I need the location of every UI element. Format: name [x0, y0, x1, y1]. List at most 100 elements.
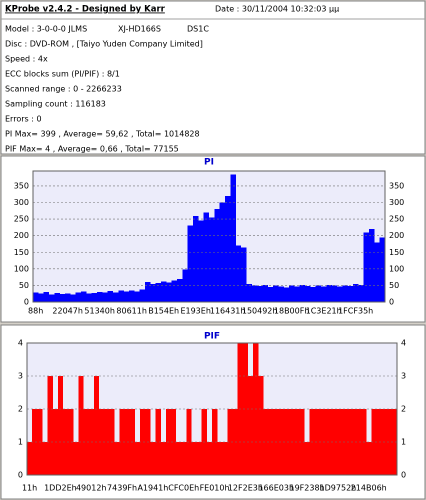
- bar: [32, 409, 38, 475]
- bar: [187, 225, 194, 302]
- bar: [278, 286, 284, 302]
- bar: [27, 442, 33, 475]
- bar: [91, 293, 98, 302]
- firmware: DS1C: [187, 25, 209, 34]
- bar: [331, 285, 338, 302]
- bar: [171, 280, 178, 302]
- bar: [278, 409, 285, 475]
- info-line: ECC blocks sum (PI/PIF) : 8/1: [5, 70, 120, 79]
- y2-tick-label: 250: [389, 215, 404, 224]
- x-tick-label: CFC0Eh: [168, 484, 199, 493]
- y-tick-label: 1: [18, 438, 23, 447]
- bar: [258, 376, 264, 475]
- bar: [347, 286, 354, 302]
- x-tick-label: 18B00Fh: [274, 307, 310, 316]
- bar: [97, 292, 103, 302]
- bar: [326, 284, 332, 302]
- bar: [65, 293, 71, 302]
- bar: [212, 409, 218, 475]
- bar: [119, 409, 125, 475]
- model: Model : 3-0-0-0 JLMS: [5, 25, 87, 34]
- info-line: Speed : 4x: [5, 55, 48, 64]
- bar: [262, 284, 268, 302]
- bar: [273, 285, 279, 302]
- x-tick-label: 1DD2Eh: [44, 484, 77, 493]
- x-tick-label: FE010h: [200, 484, 230, 493]
- bar: [75, 292, 82, 302]
- bar: [379, 237, 386, 302]
- x-tick-label: 1D9752h: [320, 484, 357, 493]
- bar: [181, 442, 187, 475]
- x-tick-label: E193Eh: [180, 307, 210, 316]
- bar: [319, 409, 326, 475]
- x-tick-label: 7439Fh: [107, 484, 137, 493]
- bar: [114, 442, 120, 475]
- info-line: Scanned range : 0 - 2266233: [5, 85, 122, 94]
- bar: [374, 242, 380, 302]
- y2-tick-label: 4: [401, 339, 406, 348]
- y2-tick-label: 0: [389, 298, 394, 307]
- info-line: PIF Max= 4 , Average= 0,66 , Total= 7715…: [5, 145, 179, 154]
- bar: [73, 442, 79, 475]
- x-tick-label: 166E03h: [258, 484, 294, 493]
- bar: [203, 212, 210, 302]
- info-panel: [0, 0, 426, 155]
- bar: [214, 209, 220, 302]
- y2-tick-label: 3: [401, 372, 406, 381]
- bar: [206, 442, 213, 475]
- bar: [337, 286, 343, 302]
- bar: [155, 282, 162, 302]
- bar: [104, 409, 110, 475]
- bar: [217, 442, 223, 475]
- y2-tick-label: 50: [389, 281, 399, 290]
- bar: [251, 285, 258, 302]
- plot-frame: [26, 342, 398, 476]
- y-tick-label: 3: [18, 372, 23, 381]
- x-tick-label: 19F238h: [290, 484, 325, 493]
- y-tick-label: 150: [14, 248, 29, 257]
- bar: [150, 283, 156, 302]
- bar: [386, 409, 393, 475]
- bar: [310, 287, 316, 302]
- bar: [134, 291, 140, 302]
- bar: [38, 293, 44, 302]
- bar: [321, 286, 327, 302]
- plot-frame: [32, 170, 386, 303]
- scan-date: Date : 30/11/2004 10:32:03 μμ: [215, 5, 339, 14]
- bar: [118, 290, 124, 302]
- bar: [182, 269, 188, 302]
- x-tick-label: 49012h: [76, 484, 107, 493]
- y2-tick-label: 2: [401, 405, 406, 414]
- bar: [57, 376, 64, 475]
- bar: [247, 376, 254, 475]
- bar: [299, 285, 306, 302]
- bar: [196, 442, 202, 475]
- x-tick-label: 150492h: [242, 307, 278, 316]
- x-tick-label: B154Eh: [148, 307, 179, 316]
- bar: [366, 442, 372, 475]
- y-tick-label: 2: [18, 405, 23, 414]
- bar: [177, 278, 183, 302]
- bar: [350, 409, 357, 475]
- bar: [391, 409, 398, 475]
- bar: [191, 442, 197, 475]
- y-tick-label: 350: [14, 181, 29, 190]
- bar: [42, 442, 48, 475]
- bar: [33, 292, 39, 302]
- bar: [78, 376, 84, 475]
- bar: [305, 286, 311, 302]
- bar: [227, 409, 233, 475]
- y-tick-label: 50: [19, 281, 29, 290]
- bar: [49, 294, 55, 302]
- bar: [123, 291, 130, 302]
- bar: [342, 285, 348, 302]
- bar: [139, 289, 146, 302]
- bar: [166, 282, 172, 302]
- bar: [113, 292, 119, 302]
- bar: [54, 293, 60, 302]
- bar: [93, 376, 100, 475]
- bar: [369, 229, 375, 302]
- bar: [176, 442, 182, 475]
- bar: [134, 442, 141, 475]
- bar: [102, 292, 108, 302]
